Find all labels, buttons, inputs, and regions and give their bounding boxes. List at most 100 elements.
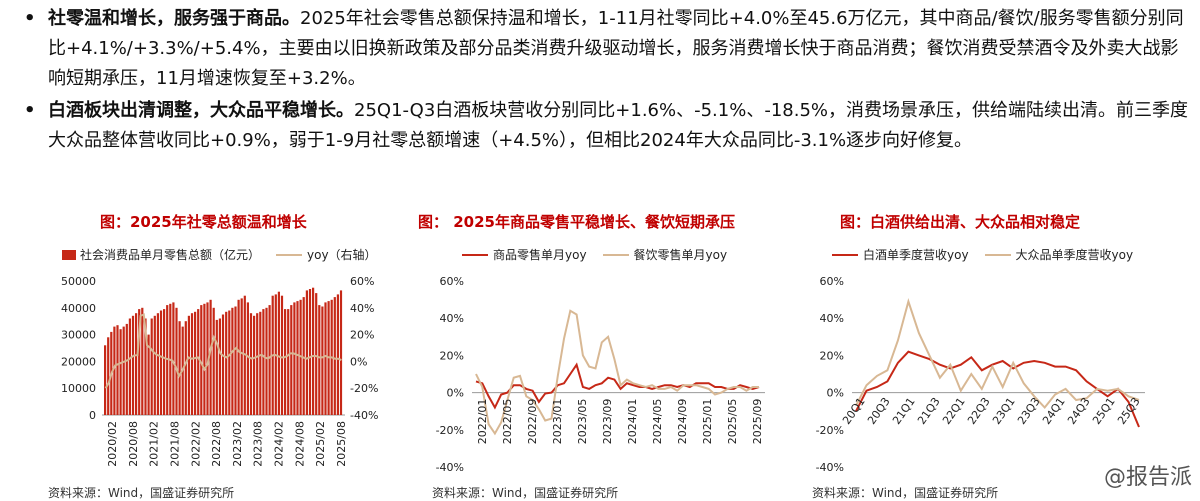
bar [178,321,181,415]
bullet-heading: 白酒板块出清调整，大众品平稳增长。 [48,100,354,121]
bar [163,309,166,415]
bar [225,311,228,415]
bar [190,313,194,415]
bar [262,309,265,415]
series-line [475,309,759,436]
x-tick-label: 2022/02 [189,421,202,467]
bar [280,295,284,415]
bar [135,313,138,415]
x-tick-label: 2025/01 [701,399,714,445]
bar [293,302,296,415]
x-tick-label: 2020/02 [106,421,119,467]
y-tick-label: 50000 [61,275,96,288]
x-tick-label: 2024/01 [626,399,639,445]
bar [308,289,312,415]
bar [159,310,163,415]
yoy-line [104,313,342,389]
x-tick-label: 25Q3 [1115,395,1143,427]
x-tick-label: 2025/09 [751,399,764,445]
bar [153,315,156,415]
legend-label: 大众品单季度营收yoy [1015,248,1134,262]
x-tick-label: 2021/02 [148,421,161,467]
x-tick-label: 2022/01 [476,399,489,445]
x-tick-label: 2023/01 [551,399,564,445]
x-tick-label: 21Q1 [890,395,918,427]
bar [315,293,318,415]
bar [150,318,153,415]
legend-line-swatch [984,253,1011,256]
bar [228,310,231,415]
bar [237,299,240,415]
bar [231,307,234,415]
legend-line-swatch [462,253,488,256]
bar [287,309,290,415]
legend-label: 餐饮零售单月yoy [633,248,728,262]
bar [240,298,243,415]
chart2-title: 图： 2025年商品零售平稳增长、餐饮短期承压 [418,213,735,231]
bar [166,305,169,415]
legend-label: 社会消费品单月零售总额（亿元） [80,248,261,262]
bar [312,287,315,415]
x-tick-label: 2022/05 [501,399,514,445]
x-tick-label: 2022/09 [526,399,539,445]
bar [290,305,293,415]
bar [299,299,302,415]
bar [172,302,175,415]
bar [113,326,116,415]
series-line [855,298,1140,410]
bar [215,319,218,415]
bar [253,315,256,415]
x-tick-label: 2022/08 [210,421,223,467]
bar [249,313,253,415]
bar [296,301,299,415]
legend-line-swatch [602,253,629,256]
y-tick-label: 30000 [61,329,96,342]
x-tick-label: 20Q1 [840,395,868,427]
y-tick-label: -20% [816,424,844,437]
chart1-svg: 50000 40000 30000 20000 10000 0 60% 40% 20% 0% -20… [61,275,378,467]
y-tick-label: -40% [436,461,464,474]
bar [184,321,187,415]
y2-tick-label: -20% [350,382,378,395]
x-tick-label: 2021/08 [169,421,182,467]
y2-tick-label: 20% [350,329,374,342]
legend-line-swatch [276,253,303,256]
x-tick-label: 2023/05 [576,399,589,445]
bar [125,323,128,415]
bullet-dot: • [24,8,36,29]
bar [256,313,259,415]
bar [333,297,336,415]
bullet-heading: 社零温和增长，服务强于商品。 [48,8,300,29]
bar [138,309,141,415]
bar [141,307,144,415]
bar [209,299,212,415]
bullet-list: • 社零温和增长，服务强于商品。2025年社会零售总额保持温和增长，1-11月社… [20,4,1190,158]
chart2-legend: 商品零售单月yoy 餐饮零售单月yoy [462,246,743,263]
watermark: @报告派 [1103,465,1192,490]
x-tick-label: 23Q1 [990,395,1018,427]
chart1-legend: 社会消费品单月零售总额（亿元） yoy（右轴） [62,246,393,263]
chart1-source: 资料来源：Wind，国盛证券研究所 [48,486,235,500]
bar [104,345,107,415]
bar [218,318,221,415]
bullet-retail: • 社零温和增长，服务强于商品。2025年社会零售总额保持温和增长，1-11月社… [20,4,1190,94]
bar [200,305,203,415]
chart2-source: 资料来源：Wind，国盛证券研究所 [432,486,619,500]
x-tick-label: 2025/02 [314,421,327,467]
legend-label: yoy（右轴） [307,248,377,262]
y-tick-label: 10000 [61,382,96,395]
y2-tick-label: 60% [350,275,374,288]
y2-tick-label: -40% [350,409,378,422]
bar [221,314,225,415]
bar [119,329,122,415]
bar [187,315,190,415]
y-tick-label: -40% [816,461,844,474]
bar [284,309,287,415]
y-tick-label: 40000 [61,302,96,315]
chart1-title: 图：2025年社零总额温和增长 [100,213,307,231]
bar [265,307,268,415]
bar [234,306,237,415]
bar [268,305,271,415]
bar [144,318,147,415]
y2-tick-label: 0% [350,355,367,368]
